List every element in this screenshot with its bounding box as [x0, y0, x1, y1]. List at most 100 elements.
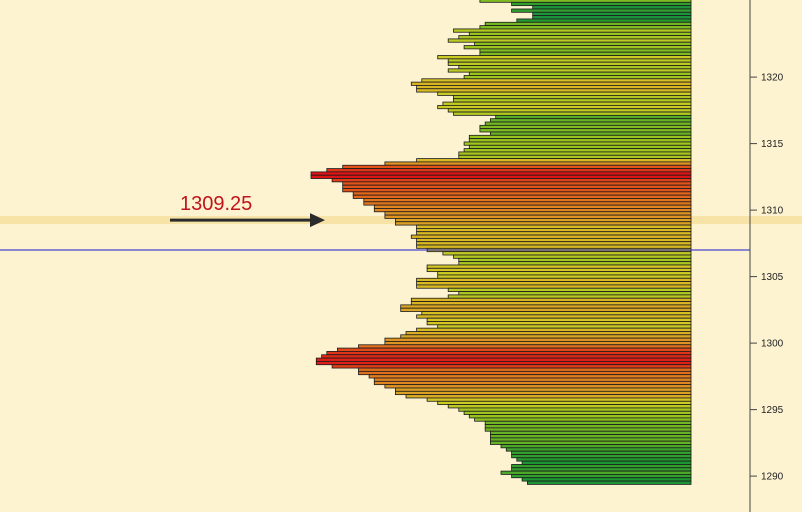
volume-bar: [416, 228, 692, 233]
volume-bar: [453, 98, 692, 103]
volume-bar: [331, 364, 692, 369]
volume-bar: [511, 467, 692, 472]
volume-bar: [532, 15, 692, 20]
volume-bar: [416, 241, 692, 246]
volume-bar: [342, 181, 692, 186]
volume-bar: [479, 128, 692, 133]
volume-bar: [468, 31, 692, 36]
price-axis-tick-label: 1305: [761, 272, 784, 283]
volume-bar: [400, 334, 692, 339]
volume-bar: [368, 374, 692, 379]
volume-bar: [468, 134, 692, 140]
volume-bar: [421, 78, 692, 83]
volume-bar: [416, 281, 692, 286]
volume-bar: [363, 201, 692, 206]
callout-price-label: 1309.25: [180, 193, 252, 215]
volume-bar: [405, 331, 692, 336]
volume-bar: [358, 344, 692, 349]
price-axis-tick-label: 1290: [761, 472, 784, 483]
volume-bar: [516, 18, 692, 23]
volume-bar: [331, 178, 692, 183]
volume-bar: [505, 447, 692, 452]
volume-bar: [405, 394, 692, 399]
volume-bar: [447, 38, 692, 43]
volume-bar: [442, 101, 692, 106]
volume-bar: [463, 45, 692, 50]
volume-bar: [484, 427, 692, 432]
volume-bar: [463, 75, 692, 80]
price-callout: 1309.25: [170, 193, 325, 228]
volume-bar: [447, 68, 692, 73]
volume-bar: [489, 118, 692, 123]
volume-bar: [426, 397, 692, 402]
volume-bar: [416, 284, 692, 289]
volume-bar: [437, 274, 692, 279]
volume-bar: [315, 357, 692, 362]
volume-bar: [342, 164, 692, 169]
volume-bar: [453, 254, 692, 259]
volume-bar: [463, 148, 692, 153]
volume-bar: [416, 314, 692, 319]
volume-bar: [426, 267, 692, 273]
volume-bar: [437, 55, 692, 60]
price-axis-tick-label: 1315: [761, 139, 784, 150]
volume-bar: [516, 457, 692, 462]
volume-bar: [527, 480, 692, 485]
volume-bar: [394, 387, 692, 392]
volume-bar: [373, 204, 692, 209]
volume-bar: [495, 114, 692, 120]
price-axis: 1290 1295 1300 1305 1310 1315 1320: [749, 0, 784, 512]
volume-bar: [373, 380, 692, 386]
volume-bar: [310, 171, 692, 176]
volume-bar: [310, 174, 692, 179]
volume-bar: [489, 437, 692, 442]
volume-bar: [416, 327, 692, 332]
volume-bar: [463, 410, 692, 415]
volume-bar: [489, 434, 692, 439]
volume-bar: [426, 264, 692, 269]
volume-bar: [500, 470, 692, 475]
volume-bar: [511, 1, 692, 7]
volume-bar: [394, 390, 692, 396]
volume-bar: [484, 420, 692, 425]
volume-bar: [437, 91, 692, 96]
volume-bar: [453, 28, 692, 33]
volume-bar: [336, 347, 692, 352]
volume-bar: [458, 261, 692, 266]
volume-bar: [511, 8, 692, 13]
volume-bar: [373, 208, 692, 213]
volume-bar: [384, 337, 692, 342]
volume-bar: [447, 58, 692, 63]
volume-bar: [468, 71, 692, 76]
volume-bar: [511, 474, 692, 479]
volume-bar: [321, 354, 692, 359]
volume-bar: [416, 231, 692, 236]
volume-bar: [416, 158, 692, 163]
volume-bar: [410, 297, 692, 302]
volume-bar: [458, 291, 692, 296]
volume-bar: [416, 85, 692, 90]
volume-bar: [342, 184, 692, 189]
price-axis-tick-label: 1300: [761, 339, 784, 350]
volume-bar: [479, 51, 692, 56]
volume-bar: [326, 351, 692, 356]
volume-bar: [416, 224, 692, 229]
volume-bar: [479, 124, 692, 130]
volume-bar: [521, 477, 692, 482]
volume-bar: [400, 307, 692, 312]
volume-bar: [453, 95, 692, 100]
volume-bar: [426, 321, 692, 326]
volume-bar: [416, 88, 692, 93]
volume-bar: [489, 440, 692, 445]
volume-bar: [363, 198, 692, 203]
volume-bar: [532, 5, 692, 10]
volume-bar: [442, 251, 692, 256]
volume-bar: [479, 25, 692, 30]
volume-bar: [447, 294, 692, 299]
volume-bar: [416, 237, 692, 243]
volume-bar: [474, 41, 692, 46]
volume-bar: [437, 104, 692, 110]
volume-bar: [458, 35, 692, 40]
volume-bar: [484, 424, 692, 429]
volume-bar: [532, 11, 692, 17]
